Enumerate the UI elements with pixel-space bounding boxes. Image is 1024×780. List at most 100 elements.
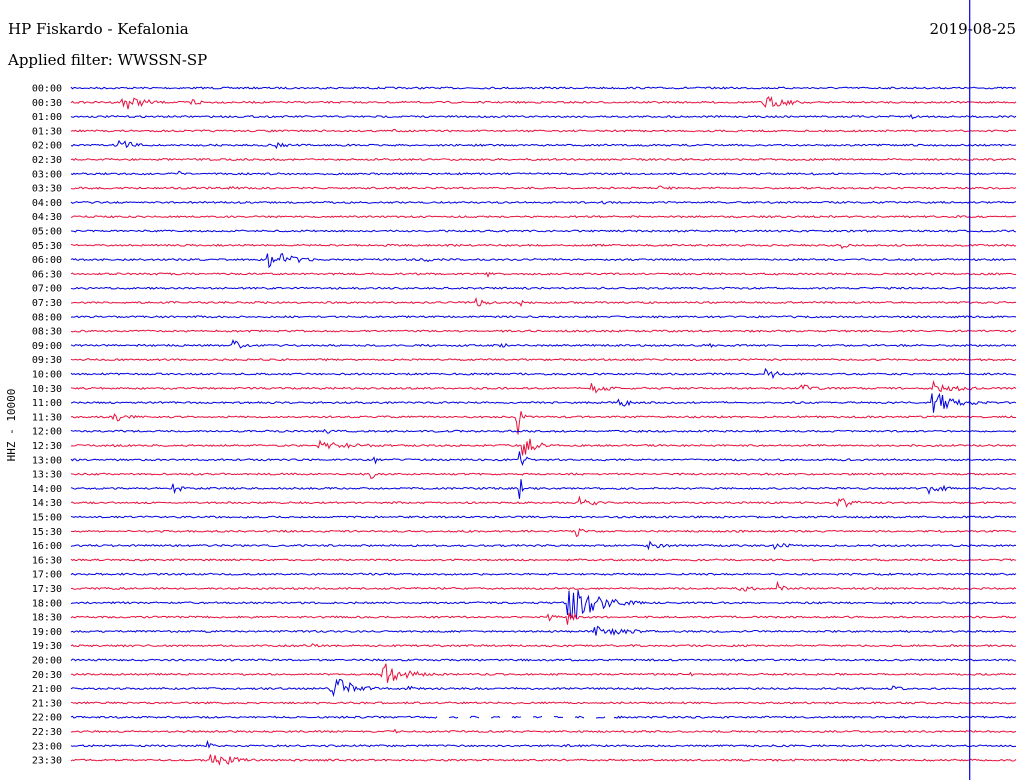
- row-time-label: 19:30: [32, 641, 62, 652]
- row-time-label: 15:00: [32, 513, 62, 524]
- station-title: HP Fiskardo - Kefalonia: [8, 20, 189, 38]
- trace-row-18:00: [70, 590, 1017, 620]
- row-time-label: 18:30: [32, 613, 62, 624]
- row-time-label: 23:00: [32, 741, 62, 752]
- row-time-label: 05:00: [32, 227, 62, 238]
- row-time-label: 11:30: [32, 412, 62, 423]
- trace-row-07:30: [70, 296, 1017, 308]
- trace-row-11:30: [70, 411, 1017, 435]
- trace-row-23:00: [70, 739, 1017, 749]
- row-time-label: 02:00: [32, 141, 62, 152]
- trace-row-05:00: [70, 229, 1017, 233]
- trace-row-17:30: [70, 580, 1017, 592]
- trace-row-15:30: [70, 528, 1017, 538]
- filter-label: Applied filter: WWSSN-SP: [8, 51, 208, 69]
- row-time-label: 11:00: [32, 398, 62, 409]
- row-time-label: 17:30: [32, 584, 62, 595]
- trace-row-08:00: [70, 315, 1017, 319]
- row-time-label: 20:00: [32, 656, 62, 667]
- row-time-label: 05:30: [32, 241, 62, 252]
- row-time-label: 23:30: [32, 756, 62, 767]
- row-time-label: 10:00: [32, 370, 62, 381]
- trace-row-07:00: [70, 286, 1017, 290]
- row-time-label: 16:00: [32, 541, 62, 552]
- trace-row-04:30: [70, 215, 1017, 219]
- row-time-label: 16:30: [32, 555, 62, 566]
- trace-row-16:00: [70, 540, 1017, 551]
- trace-row-00:30: [70, 95, 1017, 110]
- trace-row-12:00: [70, 428, 1017, 434]
- trace-row-15:00: [70, 515, 1017, 519]
- trace-row-22:00: [70, 715, 1017, 719]
- row-time-label: 21:00: [32, 684, 62, 695]
- trace-row-04:00: [70, 200, 1017, 205]
- row-time-label: 04:00: [32, 198, 62, 209]
- row-time-label: 00:00: [32, 84, 62, 95]
- trace-row-20:00: [70, 658, 1017, 662]
- row-time-label: 03:00: [32, 169, 62, 180]
- row-time-label: 03:30: [32, 184, 62, 195]
- trace-row-19:30: [70, 643, 1017, 648]
- row-time-label: 12:00: [32, 427, 62, 438]
- trace-row-21:00: [70, 678, 1017, 698]
- trace-row-06:00: [70, 253, 1017, 269]
- trace-row-21:30: [70, 701, 1017, 705]
- trace-row-01:00: [70, 113, 1017, 120]
- row-time-label: 21:30: [32, 698, 62, 709]
- row-time-label: 13:30: [32, 470, 62, 481]
- trace-row-09:30: [70, 358, 1017, 362]
- trace-row-23:30: [70, 754, 1017, 766]
- trace-row-01:30: [70, 128, 1017, 133]
- row-time-label: 04:30: [32, 212, 62, 223]
- row-time-label: 01:00: [32, 112, 62, 123]
- trace-row-12:30: [70, 438, 1017, 456]
- trace-row-06:30: [70, 271, 1017, 278]
- trace-row-16:30: [70, 558, 1017, 562]
- row-time-label: 18:00: [32, 598, 62, 609]
- row-time-label: 01:30: [32, 126, 62, 137]
- row-time-label: 06:00: [32, 255, 62, 266]
- trace-row-08:30: [70, 329, 1017, 333]
- row-time-label: 00:30: [32, 98, 62, 109]
- trace-row-05:30: [70, 243, 1017, 250]
- row-time-label: 17:00: [32, 570, 62, 581]
- row-time-label: 15:30: [32, 527, 62, 538]
- row-time-label: 06:30: [32, 269, 62, 280]
- trace-row-18:30: [70, 612, 1017, 625]
- row-time-label: 12:30: [32, 441, 62, 452]
- trace-row-03:00: [70, 170, 1017, 176]
- trace-row-17:00: [70, 572, 1017, 576]
- row-time-label: 22:30: [32, 727, 62, 738]
- row-time-label: 10:30: [32, 384, 62, 395]
- row-time-label: 07:30: [32, 298, 62, 309]
- row-time-label: 22:00: [32, 713, 62, 724]
- trace-row-00:00: [70, 86, 1017, 90]
- row-time-label: 14:30: [32, 498, 62, 509]
- trace-row-10:00: [70, 367, 1017, 380]
- row-time-label: 08:30: [32, 327, 62, 338]
- trace-row-13:00: [70, 451, 1017, 466]
- trace-row-14:00: [70, 479, 1017, 499]
- trace-row-14:30: [70, 495, 1017, 508]
- row-time-label: 19:00: [32, 627, 62, 638]
- trace-row-10:30: [70, 379, 1017, 394]
- row-time-label: 09:00: [32, 341, 62, 352]
- trace-row-13:30: [70, 472, 1017, 479]
- trace-row-02:00: [70, 139, 1017, 150]
- row-time-label: 09:30: [32, 355, 62, 366]
- trace-row-19:00: [70, 625, 1017, 636]
- trace-row-11:00: [70, 392, 1017, 413]
- trace-row-20:30: [71, 663, 1017, 683]
- trace-row-09:00: [70, 339, 1017, 349]
- trace-row-02:30: [70, 157, 1017, 162]
- trace-row-03:30: [70, 185, 1017, 191]
- row-time-label: 13:00: [32, 455, 62, 466]
- trace-row-22:30: [70, 728, 1017, 734]
- y-axis-label: HHZ - 10000: [5, 389, 18, 462]
- row-time-label: 02:30: [32, 155, 62, 166]
- row-time-label: 20:30: [32, 670, 62, 681]
- date-label: 2019-08-25: [929, 20, 1016, 38]
- row-time-label: 14:00: [32, 484, 62, 495]
- row-time-label: 07:00: [32, 284, 62, 295]
